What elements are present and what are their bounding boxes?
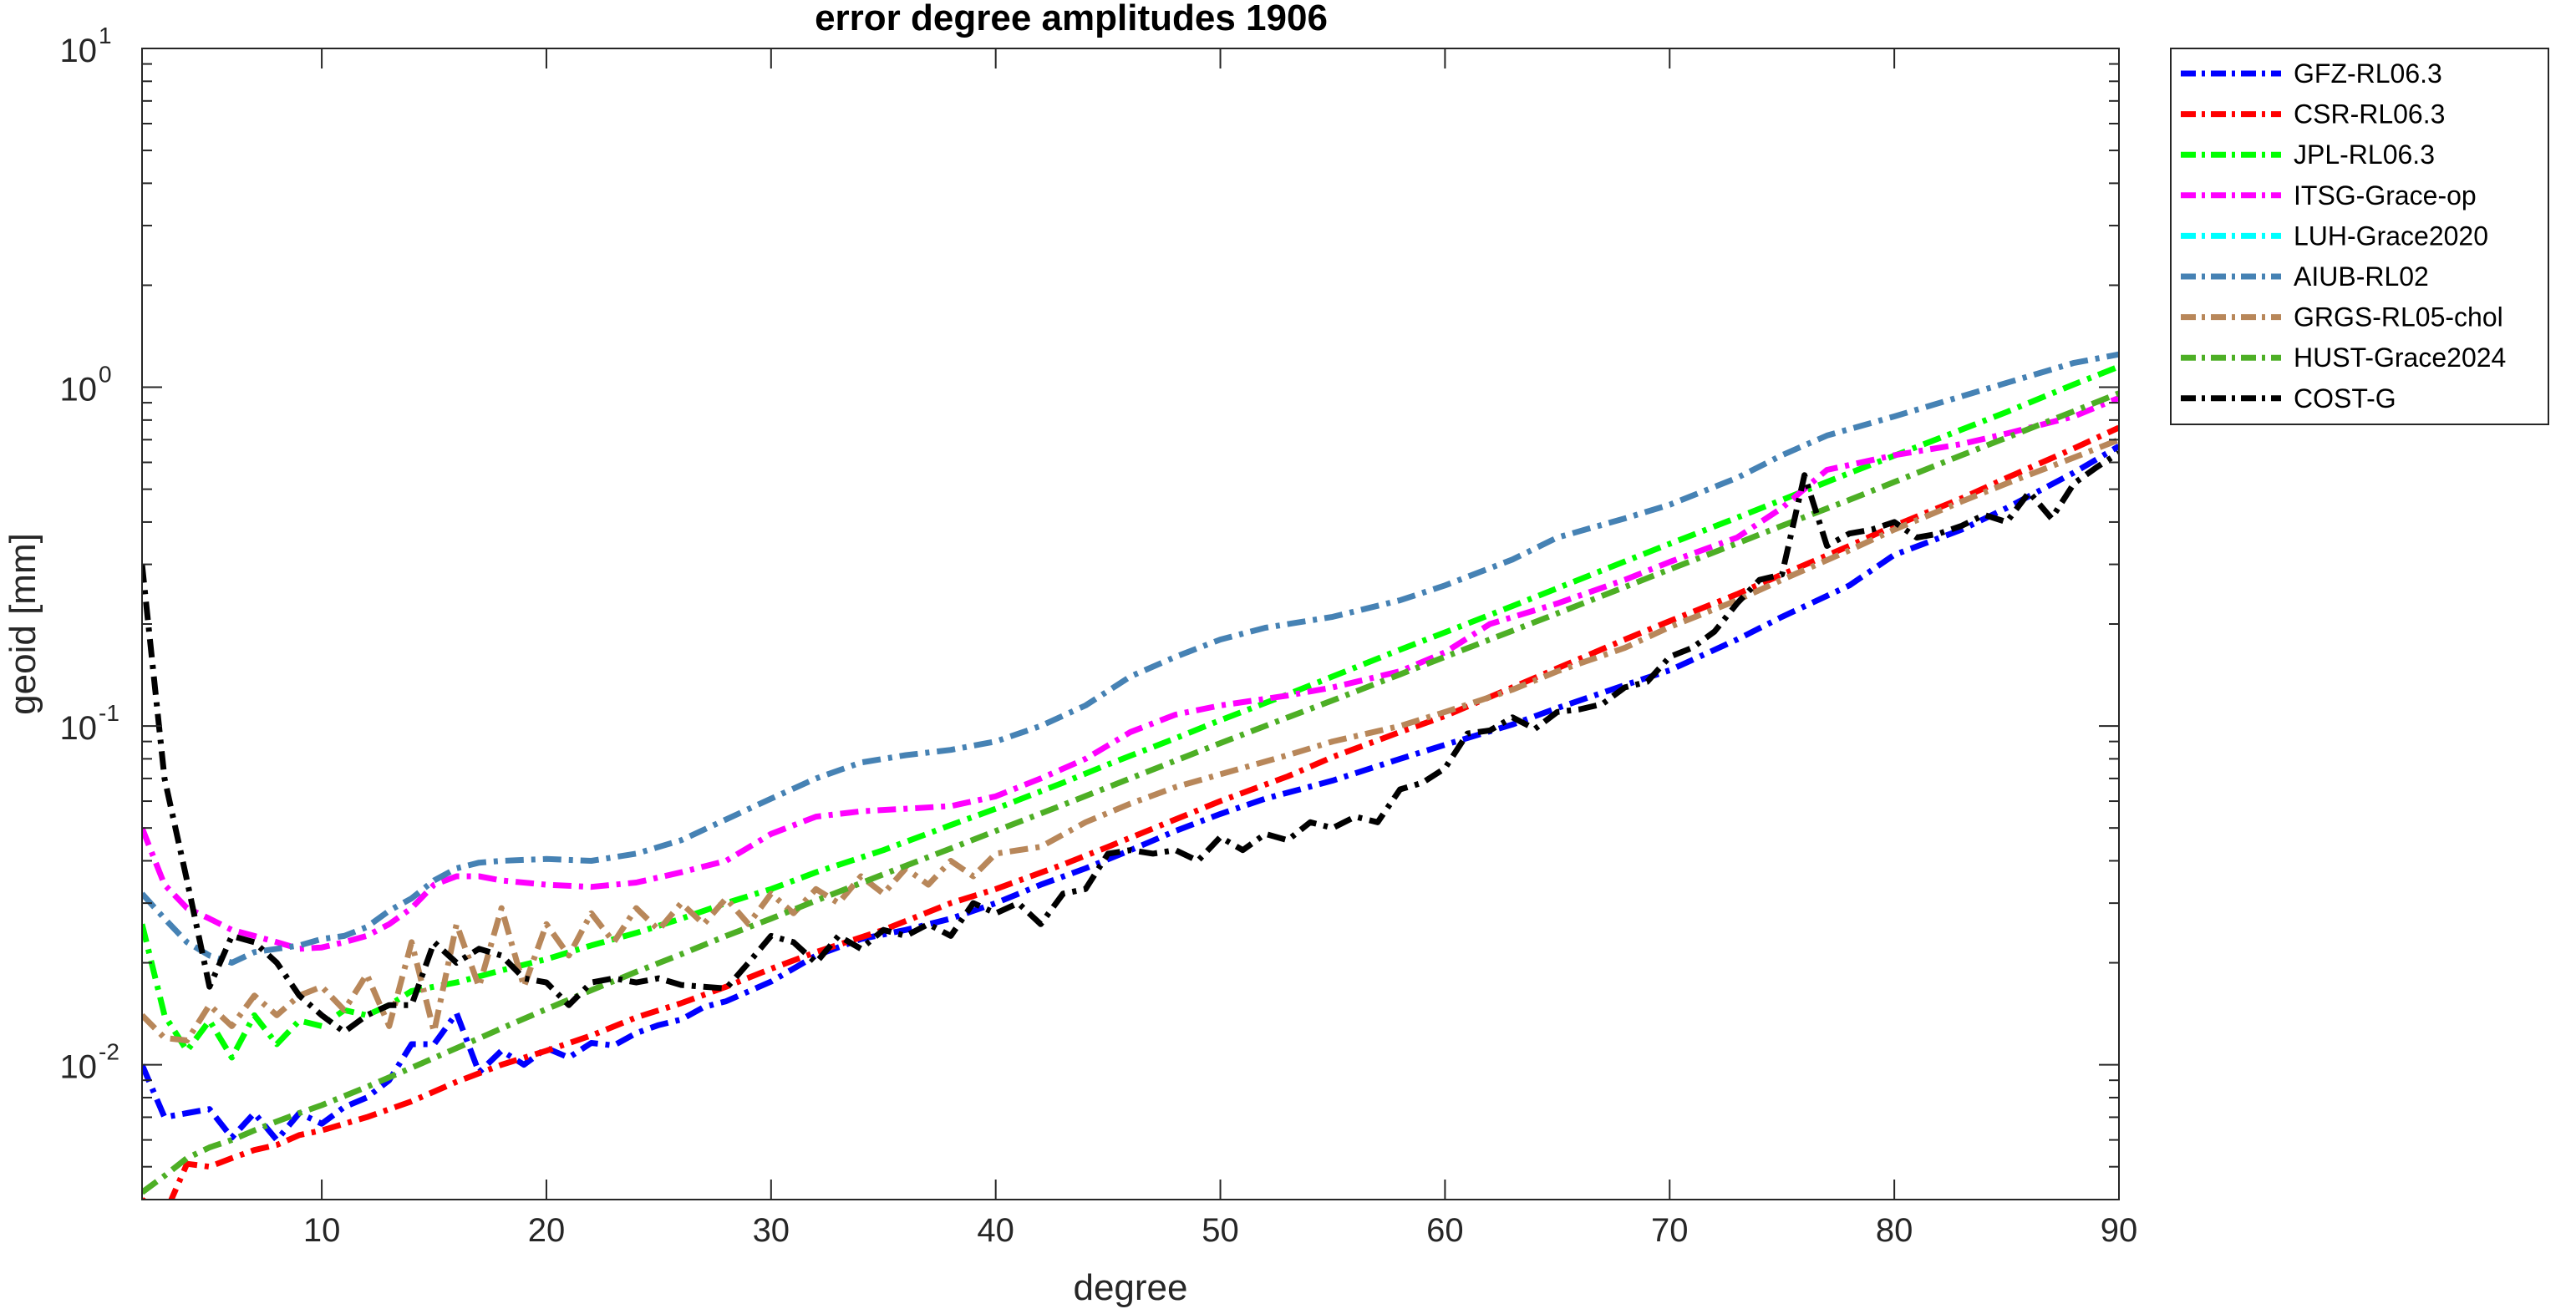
y-tick-exponent: -2 [99,1039,119,1065]
x-axis: 10 20 30 40 50 60 70 80 90 [303,48,2137,1249]
series-line-gfz-rl06-3 [142,444,2119,1144]
legend-label: COST-G [2294,383,2396,414]
legend-label: LUH-Grace2020 [2294,221,2488,251]
legend-label: JPL-RL06.3 [2294,140,2435,170]
x-axis-label: degree [1073,1267,1187,1308]
x-tick-label: 20 [528,1212,566,1249]
legend-label: GRGS-RL05-chol [2294,302,2503,332]
y-axis-label: geoid [mm] [3,533,43,715]
x-tick-label: 60 [1426,1212,1464,1249]
series-layer [142,351,2119,1200]
series-line-grgs-rl05-chol [142,437,2119,1043]
x-tick-label: 50 [1202,1212,1239,1249]
x-tick-label: 80 [1876,1212,1913,1249]
x-tick-label: 70 [1651,1212,1689,1249]
series-line-itsg-grace-op [142,395,2119,952]
y-tick-exponent: -1 [99,700,119,726]
y-tick-label: 10 [60,372,98,408]
y-tick-label: 10 [60,1049,98,1086]
chart-title: error degree amplitudes 1906 [815,0,1328,38]
series-line-hust-grace2024 [142,390,2119,1195]
x-tick-label: 90 [2101,1212,2138,1249]
legend-label: ITSG-Grace-op [2294,180,2477,211]
y-tick-label: 10 [60,33,98,69]
x-tick-label: 30 [753,1212,790,1249]
y-tick-label: 10 [60,710,98,747]
legend-label: AIUB-RL02 [2294,261,2429,292]
series-line-cost-g [142,450,2119,1035]
y-tick-exponent: 0 [99,362,112,388]
series-line-csr-rl06-3 [142,424,2119,1200]
legend-label: GFZ-RL06.3 [2294,58,2442,89]
x-tick-label: 40 [977,1212,1014,1249]
legend-label: HUST-Grace2024 [2294,342,2506,373]
plot-area [142,48,2119,1200]
x-tick-label: 10 [303,1212,341,1249]
legend-label: CSR-RL06.3 [2294,99,2445,129]
series-line-aiub-rl02 [142,351,2119,966]
legend: GFZ-RL06.3 CSR-RL06.3 JPL-RL06.3 ITSG-Grace… [2170,48,2549,425]
y-tick-exponent: 1 [99,23,112,48]
series-line-jpl-rl06-3 [142,363,2119,1061]
